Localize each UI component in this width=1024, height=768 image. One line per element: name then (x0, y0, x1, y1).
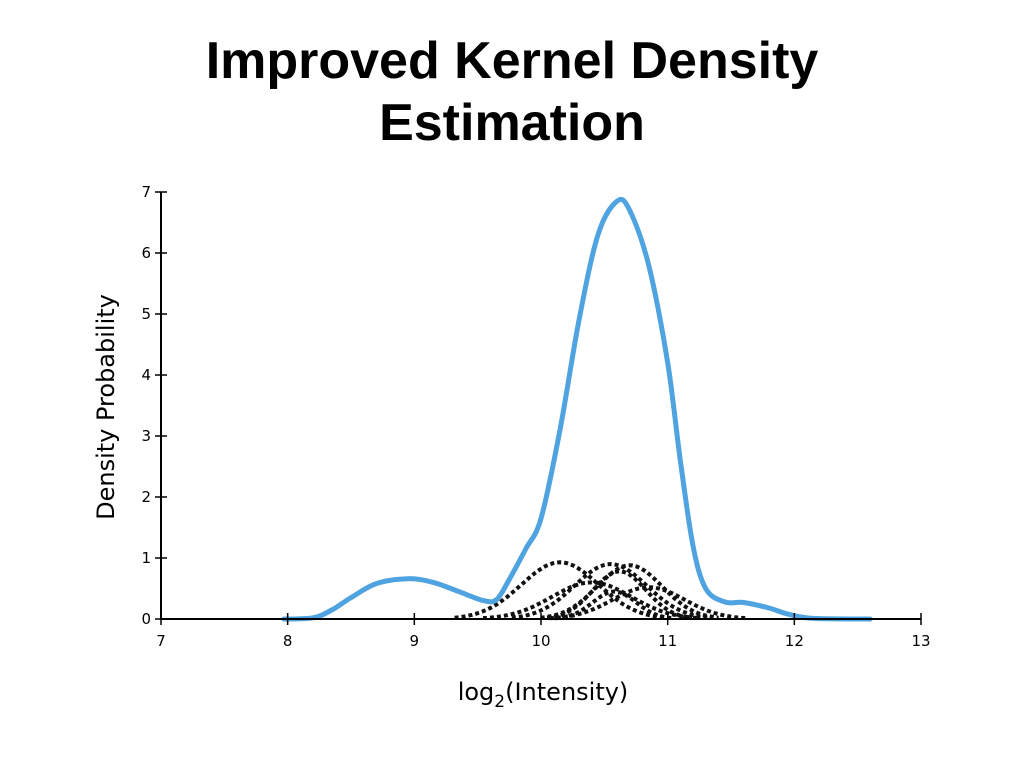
kernel-curve (454, 560, 666, 620)
x-tick-label: 13 (911, 632, 930, 650)
y-tick-label: 2 (141, 488, 151, 506)
kernel-curve (540, 563, 719, 620)
x-tick-label: 11 (658, 632, 677, 650)
density-curve (281, 196, 873, 622)
kernel-curve (511, 562, 710, 620)
y-tick-label: 4 (141, 366, 151, 384)
x-axis-title: log2(Intensity) (458, 678, 629, 712)
y-tick-label: 3 (141, 427, 151, 445)
x-tick-label: 7 (156, 632, 166, 650)
page-title-line-1: Improved Kernel Density (205, 32, 819, 90)
x-tick-label: 9 (410, 632, 420, 650)
y-tick-label: 7 (141, 183, 151, 201)
x-axis-title-base: log (458, 678, 495, 706)
x-tick-label: 10 (531, 632, 550, 650)
x-tick-label: 8 (283, 632, 293, 650)
page-title: Improved Kernel Density Estimation (0, 30, 1024, 154)
density-series (281, 196, 873, 622)
page-title-line-2: Estimation (379, 94, 645, 152)
y-tick-label: 0 (141, 610, 151, 628)
y-axis-title: Density Probability (92, 294, 120, 520)
kernel-curves (454, 560, 748, 621)
x-axis-title-rest: (Intensity) (505, 678, 628, 706)
kernel-curve (482, 580, 701, 621)
y-tick-label: 5 (141, 305, 151, 323)
x-tick-label: 12 (785, 632, 804, 650)
kernel-curve (549, 585, 748, 621)
x-axis-title-subscript: 2 (494, 692, 505, 712)
kernel-curve (555, 589, 674, 621)
y-tick-label: 6 (141, 244, 151, 262)
y-tick-label: 1 (141, 549, 151, 567)
